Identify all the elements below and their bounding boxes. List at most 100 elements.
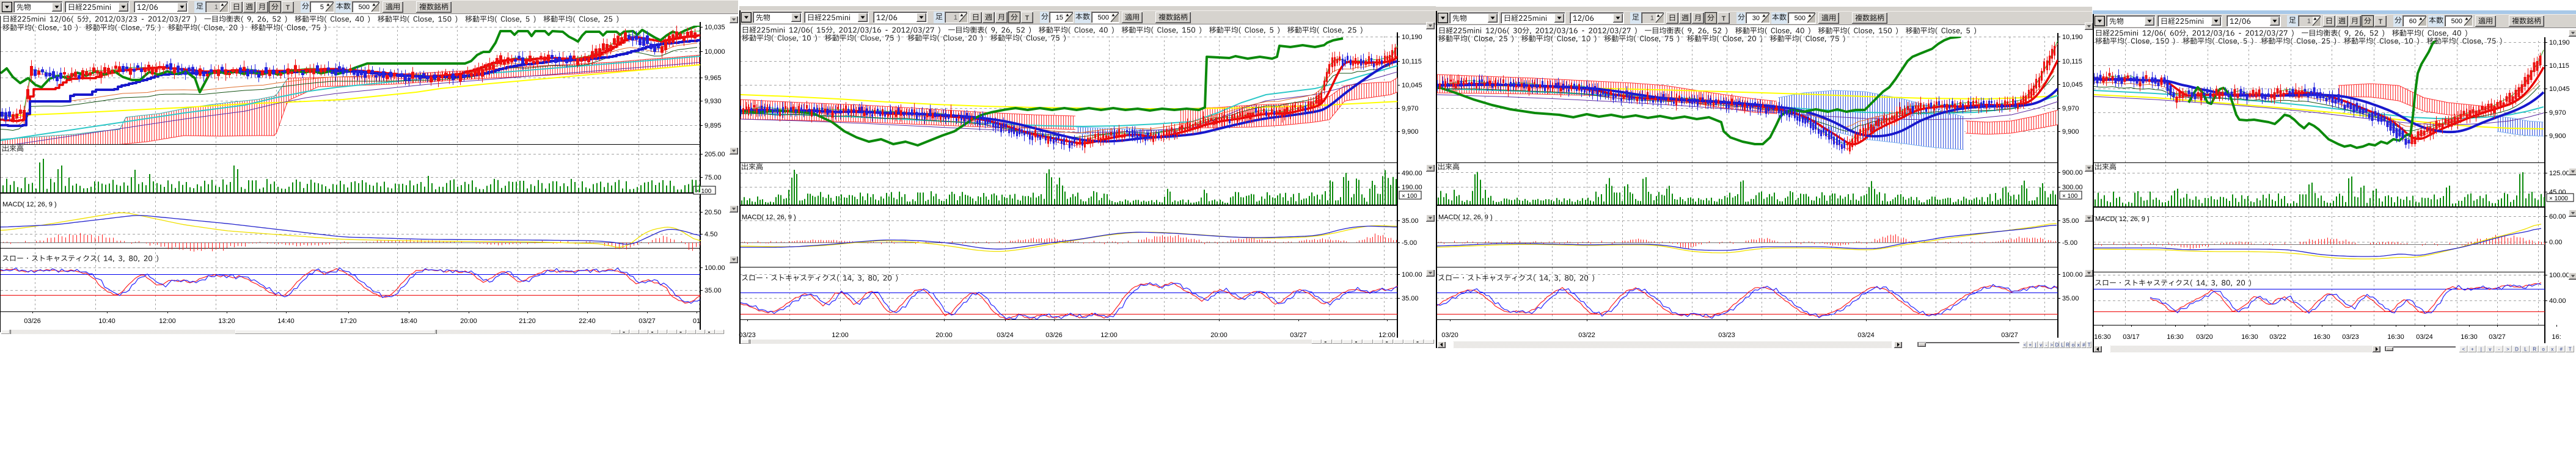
svg-text:x: x	[2077, 343, 2080, 348]
svg-text:T: T	[1722, 15, 1726, 23]
svg-text:× 100: × 100	[2062, 193, 2078, 200]
svg-text:100.00: 100.00	[704, 264, 725, 272]
svg-text:03/26: 03/26	[24, 318, 41, 325]
svg-text:D: D	[2055, 343, 2059, 348]
svg-text:#: #	[2082, 343, 2085, 348]
svg-text:35.00: 35.00	[2062, 217, 2079, 225]
svg-text:01: 01	[693, 318, 700, 325]
svg-text:03/27: 03/27	[2489, 333, 2506, 341]
svg-text:>: >	[2050, 343, 2053, 348]
svg-text:<: <	[2024, 343, 2027, 348]
svg-text:03/24: 03/24	[1857, 332, 1875, 339]
svg-text:|: |	[2035, 343, 2036, 348]
svg-text:16:30: 16:30	[2313, 333, 2330, 341]
svg-text:60.00: 60.00	[2549, 213, 2566, 220]
svg-text:20:00: 20:00	[1210, 332, 1228, 339]
svg-text:205.00: 205.00	[704, 151, 725, 158]
svg-text:03/20: 03/20	[2196, 333, 2213, 341]
svg-text:490.00: 490.00	[1402, 170, 1422, 177]
svg-text:D: D	[2515, 347, 2519, 352]
svg-text:× 100: × 100	[1402, 193, 1418, 200]
svg-text:190.00: 190.00	[1402, 184, 1422, 191]
svg-text:35.00: 35.00	[704, 287, 722, 294]
svg-text:× 1000: × 1000	[2549, 195, 2568, 202]
svg-text:v: v	[2040, 343, 2042, 348]
svg-text:12:00: 12:00	[832, 332, 849, 339]
svg-text:T: T	[286, 4, 290, 12]
svg-text:10,035: 10,035	[704, 24, 725, 31]
svg-text:22:40: 22:40	[579, 318, 596, 325]
svg-text:4.50: 4.50	[704, 231, 717, 238]
svg-text:10,190: 10,190	[2062, 34, 2083, 41]
svg-text:35.00: 35.00	[1402, 295, 1419, 302]
svg-text:+: +	[2471, 347, 2474, 352]
svg-text:40.00: 40.00	[2549, 297, 2566, 305]
svg-text:1: 1	[1650, 15, 1654, 22]
svg-text:10,115: 10,115	[2549, 62, 2569, 70]
svg-text:20:00: 20:00	[935, 332, 953, 339]
svg-text:o: o	[2542, 347, 2545, 352]
svg-text:9,970: 9,970	[2549, 109, 2566, 117]
svg-text:18:40: 18:40	[400, 318, 417, 325]
svg-text:10,045: 10,045	[2549, 85, 2570, 93]
svg-text:03/24: 03/24	[997, 332, 1014, 339]
svg-text:9,900: 9,900	[2062, 128, 2079, 136]
svg-text:03/23: 03/23	[1718, 332, 1735, 339]
svg-text:o: o	[2072, 343, 2075, 348]
svg-text:15: 15	[1056, 14, 1063, 21]
svg-text:10,045: 10,045	[1402, 82, 1422, 89]
svg-text:1: 1	[214, 4, 218, 11]
svg-text:MACD( 12, 26, 9 ): MACD( 12, 26, 9 )	[2095, 216, 2150, 223]
svg-text:20.50: 20.50	[704, 209, 722, 216]
svg-text:500: 500	[1795, 15, 1806, 22]
svg-text:-: -	[2046, 343, 2047, 348]
svg-text:9,970: 9,970	[2062, 105, 2079, 112]
svg-text:9,930: 9,930	[704, 98, 722, 105]
svg-text:03/27: 03/27	[1290, 332, 1307, 339]
svg-text:0.00: 0.00	[2549, 239, 2562, 246]
svg-text:>: >	[2506, 347, 2509, 352]
svg-text:1: 1	[2307, 18, 2311, 25]
svg-text:100.00: 100.00	[2062, 271, 2083, 278]
svg-text:12:00: 12:00	[159, 318, 176, 325]
svg-text:500: 500	[2451, 18, 2462, 25]
svg-text:T: T	[2088, 343, 2091, 348]
svg-text:9,900: 9,900	[1402, 128, 1419, 136]
svg-text:L: L	[2524, 347, 2527, 352]
svg-text:03/17: 03/17	[2123, 333, 2140, 341]
svg-text:T: T	[2569, 347, 2572, 352]
svg-text:03/23: 03/23	[739, 332, 756, 339]
svg-text:-5.00: -5.00	[1402, 239, 1417, 247]
svg-text:-: -	[2498, 347, 2500, 352]
svg-text:03/27: 03/27	[639, 318, 656, 325]
svg-text:-5.00: -5.00	[2062, 239, 2077, 247]
svg-text:10,190: 10,190	[2549, 39, 2570, 46]
svg-text:03/22: 03/22	[1578, 332, 1595, 339]
svg-text:21:20: 21:20	[519, 318, 536, 325]
svg-text:#: #	[2560, 347, 2563, 352]
svg-text:R: R	[2533, 347, 2536, 352]
svg-text:T: T	[2379, 18, 2383, 26]
svg-text:10:40: 10:40	[98, 318, 115, 325]
svg-text:9,965: 9,965	[704, 75, 722, 82]
svg-text:MACD( 12, 26, 9 ): MACD( 12, 26, 9 )	[2, 201, 57, 208]
svg-text:300.00: 300.00	[2062, 184, 2083, 191]
svg-text:16:30: 16:30	[2167, 333, 2184, 341]
svg-text:10,115: 10,115	[1402, 58, 1422, 65]
svg-text:MACD( 12, 26, 9 ): MACD( 12, 26, 9 )	[742, 214, 796, 221]
svg-text:03/27: 03/27	[2001, 332, 2018, 339]
svg-text:+: +	[2029, 343, 2032, 348]
svg-text:03/23: 03/23	[2342, 333, 2359, 341]
svg-text:17:20: 17:20	[340, 318, 357, 325]
svg-text:<: <	[2462, 347, 2465, 352]
svg-text:03/22: 03/22	[2269, 333, 2286, 341]
svg-text:125.00: 125.00	[2549, 170, 2570, 177]
svg-text:1: 1	[954, 14, 957, 21]
svg-text:75.00: 75.00	[704, 174, 722, 181]
svg-text:T: T	[1025, 15, 1030, 22]
svg-text:x: x	[2551, 347, 2553, 352]
svg-text:9,970: 9,970	[1402, 105, 1419, 112]
svg-text:10,190: 10,190	[1402, 34, 1422, 41]
svg-text:03/26: 03/26	[1045, 332, 1063, 339]
svg-text:900.00: 900.00	[2062, 169, 2083, 176]
